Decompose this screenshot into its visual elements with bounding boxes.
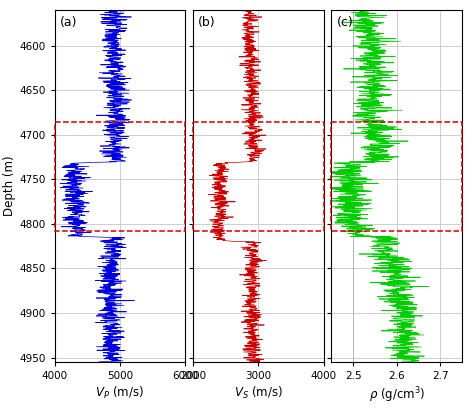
X-axis label: $\rho$ (g/cm$^3$): $\rho$ (g/cm$^3$) xyxy=(369,385,425,405)
Bar xyxy=(193,121,324,231)
Text: (c): (c) xyxy=(337,16,354,29)
Y-axis label: Depth (m): Depth (m) xyxy=(3,156,16,216)
Text: (a): (a) xyxy=(60,16,77,29)
X-axis label: $V_P$ (m/s): $V_P$ (m/s) xyxy=(95,385,144,401)
X-axis label: $V_S$ (m/s): $V_S$ (m/s) xyxy=(234,385,283,401)
Bar xyxy=(331,121,462,231)
Bar xyxy=(55,121,185,231)
Text: (b): (b) xyxy=(198,16,216,29)
